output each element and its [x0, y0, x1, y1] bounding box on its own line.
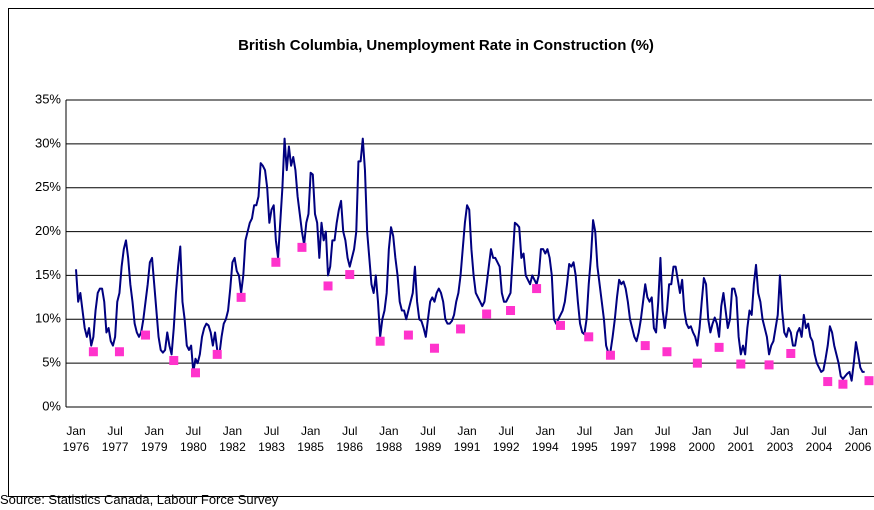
data-marker	[403, 330, 413, 340]
x-tick-label: Jul 1980	[179, 424, 207, 454]
chart-title: British Columbia, Unemployment Rate in C…	[238, 37, 654, 54]
data-marker	[662, 347, 672, 357]
data-marker	[297, 242, 307, 252]
x-tick-label: Jan 1979	[140, 424, 168, 454]
y-tick-label: 25%	[35, 179, 61, 194]
data-line	[75, 137, 865, 382]
data-marker	[506, 306, 516, 316]
data-marker	[838, 379, 848, 389]
x-tick-label: Jan 1976	[62, 424, 90, 454]
data-marker	[429, 343, 439, 353]
x-tick-label: Jul 2001	[727, 424, 755, 454]
x-tick-label: Jul 1995	[571, 424, 598, 454]
x-tick-label: Jan 1994	[531, 424, 559, 454]
x-tick-label: Jul 1992	[492, 424, 520, 454]
y-tick-label: 15%	[35, 267, 61, 282]
data-marker	[736, 359, 746, 369]
y-tick-label: 35%	[35, 91, 61, 106]
x-tick-label: Jan 1985	[297, 424, 324, 454]
source-note: Source: Statistics Canada, Labour Force …	[0, 492, 279, 507]
x-tick-label: Jan 1991	[453, 424, 481, 454]
y-tick-label: 10%	[35, 311, 61, 326]
data-marker	[605, 350, 615, 360]
plot-area	[66, 100, 872, 407]
data-marker	[88, 347, 98, 357]
data-marker	[456, 324, 466, 334]
x-tick-label: Jan 1988	[375, 424, 403, 454]
y-tick-label: 0%	[42, 398, 61, 413]
y-tick-label: 30%	[35, 135, 61, 150]
data-marker	[692, 358, 702, 368]
data-marker	[141, 330, 151, 340]
x-tick-label: Jul 1998	[649, 424, 676, 454]
data-marker	[169, 356, 179, 366]
data-marker	[323, 281, 333, 291]
data-marker	[764, 360, 774, 370]
x-tick-label: Jan 2003	[766, 424, 794, 454]
data-marker	[271, 257, 281, 267]
data-marker	[532, 284, 542, 294]
x-tick-label: Jan 1997	[610, 424, 637, 454]
x-tick-label: Jan 2006	[844, 424, 872, 454]
chart-frame	[8, 8, 874, 497]
x-tick-label: Jul 1986	[336, 424, 364, 454]
data-marker	[786, 348, 796, 358]
data-marker	[212, 349, 222, 359]
y-tick-label: 20%	[35, 223, 61, 238]
x-tick-label: Jul 1977	[101, 424, 129, 454]
x-tick-label: Jul 2004	[805, 424, 833, 454]
data-marker	[482, 309, 492, 319]
y-tick-label: 5%	[42, 355, 61, 370]
data-marker	[114, 347, 124, 357]
data-marker	[345, 270, 355, 280]
data-marker	[236, 292, 246, 302]
data-marker	[823, 377, 833, 387]
data-marker	[640, 341, 650, 351]
data-marker	[190, 368, 200, 378]
data-marker	[555, 320, 565, 330]
data-marker	[584, 332, 594, 342]
data-marker	[864, 376, 874, 386]
x-tick-label: Jul 1989	[414, 424, 442, 454]
x-tick-label: Jan 1982	[219, 424, 246, 454]
data-marker	[714, 342, 724, 352]
x-tick-label: Jan 2000	[688, 424, 716, 454]
x-tick-label: Jul 1983	[258, 424, 285, 454]
data-marker	[375, 336, 385, 346]
